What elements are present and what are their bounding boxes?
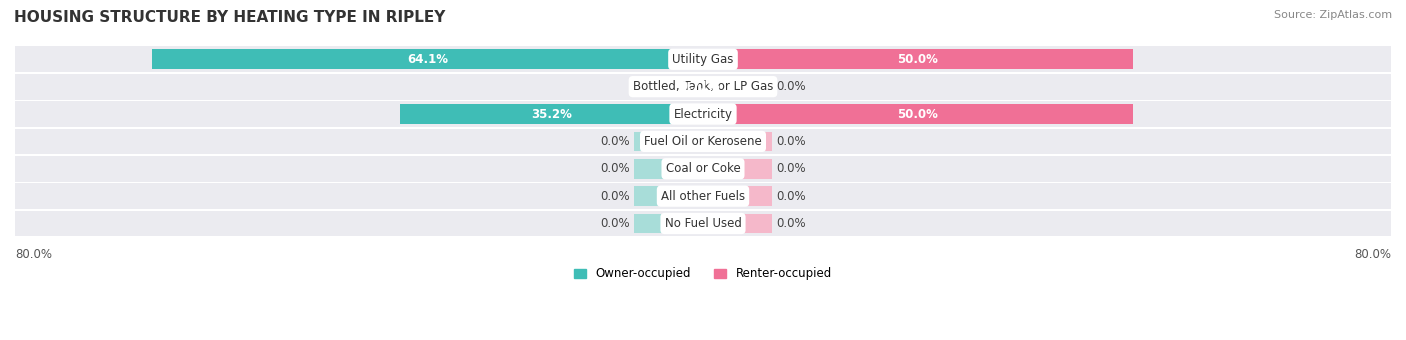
Text: 0.71%: 0.71% — [679, 80, 720, 93]
Text: 80.0%: 80.0% — [1354, 248, 1391, 261]
Bar — [15, 156, 1391, 182]
Text: No Fuel Used: No Fuel Used — [665, 217, 741, 230]
Bar — [703, 49, 1133, 69]
Text: 0.0%: 0.0% — [776, 135, 806, 148]
Legend: Owner-occupied, Renter-occupied: Owner-occupied, Renter-occupied — [569, 262, 837, 285]
Bar — [634, 186, 703, 206]
Bar — [15, 101, 1391, 127]
Text: Coal or Coke: Coal or Coke — [665, 162, 741, 175]
Text: 0.0%: 0.0% — [776, 80, 806, 93]
Text: Utility Gas: Utility Gas — [672, 53, 734, 66]
Text: Bottled, Tank, or LP Gas: Bottled, Tank, or LP Gas — [633, 80, 773, 93]
Text: 0.0%: 0.0% — [600, 135, 630, 148]
Text: 35.2%: 35.2% — [531, 107, 572, 120]
Bar — [15, 211, 1391, 236]
Bar — [15, 183, 1391, 209]
Bar — [703, 159, 772, 178]
Text: Electricity: Electricity — [673, 107, 733, 120]
Bar — [634, 159, 703, 178]
Bar — [15, 47, 1391, 72]
Text: 0.0%: 0.0% — [776, 162, 806, 175]
Bar — [703, 214, 772, 233]
Bar — [15, 74, 1391, 100]
Text: 0.0%: 0.0% — [776, 190, 806, 203]
Text: HOUSING STRUCTURE BY HEATING TYPE IN RIPLEY: HOUSING STRUCTURE BY HEATING TYPE IN RIP… — [14, 10, 446, 25]
Text: 50.0%: 50.0% — [897, 107, 938, 120]
Text: 0.0%: 0.0% — [600, 190, 630, 203]
Text: 64.1%: 64.1% — [406, 53, 449, 66]
Text: 0.0%: 0.0% — [776, 217, 806, 230]
Bar — [634, 214, 703, 233]
Bar — [703, 186, 772, 206]
Bar — [703, 104, 1133, 124]
Bar — [703, 77, 772, 97]
Text: 0.0%: 0.0% — [600, 162, 630, 175]
Bar — [401, 104, 703, 124]
Text: 0.0%: 0.0% — [600, 217, 630, 230]
Text: 80.0%: 80.0% — [15, 248, 52, 261]
Bar — [152, 49, 703, 69]
Text: Fuel Oil or Kerosene: Fuel Oil or Kerosene — [644, 135, 762, 148]
Text: 50.0%: 50.0% — [897, 53, 938, 66]
Text: All other Fuels: All other Fuels — [661, 190, 745, 203]
Text: Source: ZipAtlas.com: Source: ZipAtlas.com — [1274, 10, 1392, 20]
Bar — [703, 132, 772, 151]
Bar — [15, 129, 1391, 154]
Bar — [697, 77, 703, 97]
Bar — [634, 132, 703, 151]
